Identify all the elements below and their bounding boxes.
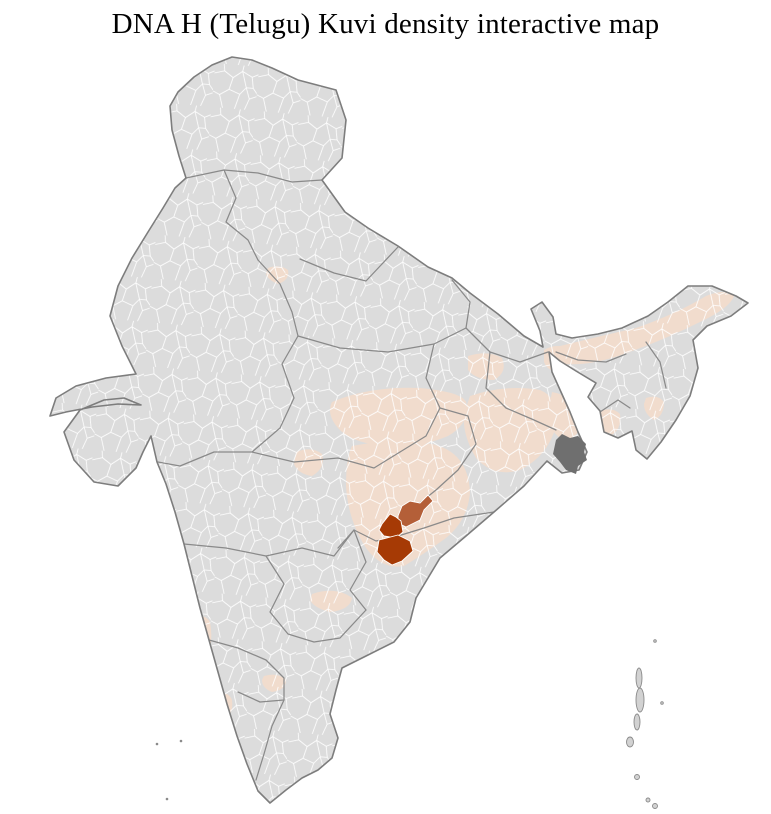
river-delta-shading — [553, 434, 587, 474]
page-title: DNA H (Telugu) Kuvi density interactive … — [111, 8, 660, 40]
india-outline — [49, 56, 749, 804]
andaman-island-chain[interactable] — [626, 639, 664, 809]
lakshadweep-island-dots[interactable] — [155, 739, 183, 801]
state-borders — [157, 169, 667, 781]
high-density-district[interactable] — [376, 513, 414, 566]
high-density-lobe-north[interactable] — [378, 513, 404, 539]
high-density-lobe-south[interactable] — [376, 534, 414, 566]
medium-density-district[interactable] — [397, 494, 434, 528]
